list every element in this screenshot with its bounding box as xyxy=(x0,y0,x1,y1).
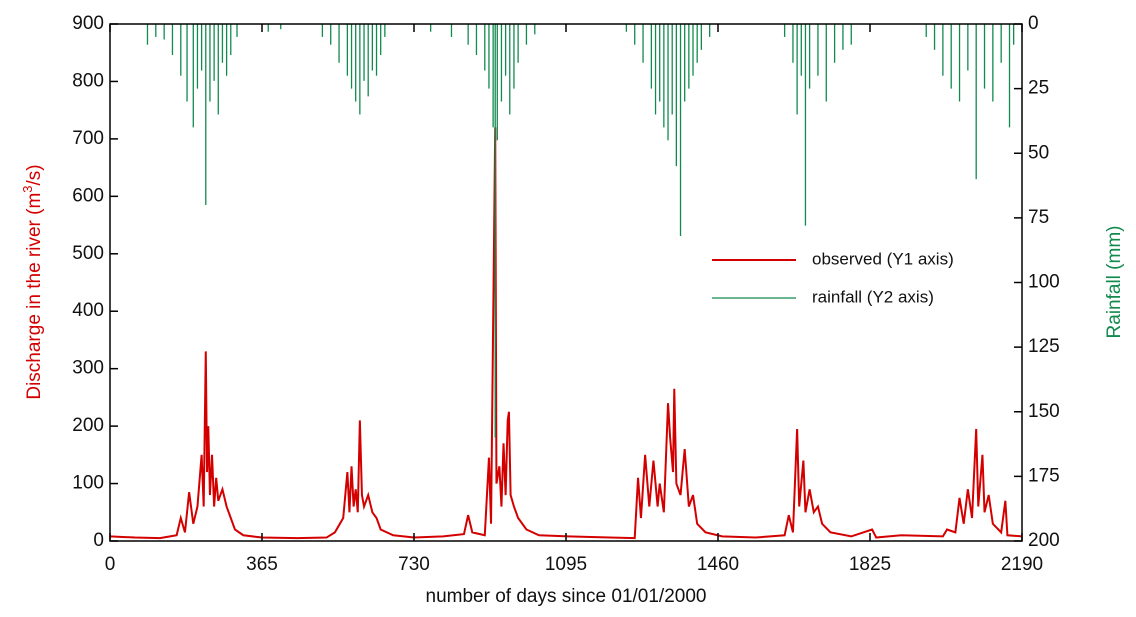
y-tick-label: 400 xyxy=(72,300,104,321)
plot-area xyxy=(109,24,1023,540)
y2-tick-label: 50 xyxy=(1028,142,1049,163)
y2-tick-label: 175 xyxy=(1028,465,1060,486)
legend-label: observed (Y1 axis) xyxy=(812,249,954,268)
y-tick-label: 300 xyxy=(72,358,104,379)
y2-tick-label: 100 xyxy=(1028,272,1060,293)
y-tick-label: 500 xyxy=(72,243,104,264)
y-tick-label: 600 xyxy=(72,185,104,206)
y2-tick-label: 75 xyxy=(1028,207,1049,228)
legend-label: rainfall (Y2 axis) xyxy=(812,287,934,306)
y2-tick-label: 200 xyxy=(1028,530,1060,551)
y-tick-label: 200 xyxy=(72,415,104,436)
y-tick-label: 0 xyxy=(93,530,104,551)
y2-tick-label: 25 xyxy=(1028,78,1049,99)
y-axis-label-sup: 3 xyxy=(20,185,35,192)
plot-frame xyxy=(109,23,1023,542)
x-tick-label: 2190 xyxy=(1001,554,1043,575)
x-tick-label: 1825 xyxy=(849,554,891,575)
x-tick-label: 730 xyxy=(398,554,430,575)
y-tick-label: 700 xyxy=(72,128,104,149)
y-tick-label: 800 xyxy=(72,70,104,91)
y-axis-label-part: /s) xyxy=(24,164,45,185)
x-tick-label: 1095 xyxy=(545,554,587,575)
y2-tick-label: 125 xyxy=(1028,336,1060,357)
legend: observed (Y1 axis) rainfall (Y2 axis) xyxy=(712,249,954,306)
y2-tick-label: 150 xyxy=(1028,401,1060,422)
y-tick-label: 100 xyxy=(72,473,104,494)
discharge-line xyxy=(109,127,1023,540)
x-axis-label: number of days since 01/01/2000 xyxy=(426,586,707,607)
x-tick-label: 0 xyxy=(105,554,116,575)
y2-tick-label: 0 xyxy=(1028,13,1039,34)
y2-axis-label: Rainfall (mm) xyxy=(1104,226,1125,339)
y-axis-label: Discharge in the river (m3/s) xyxy=(20,164,45,399)
x-tick-label: 365 xyxy=(246,554,278,575)
y-axis-label-part: Discharge in the river (m xyxy=(24,193,45,400)
y-tick-label: 900 xyxy=(72,13,104,34)
x-tick-label: 1460 xyxy=(697,554,739,575)
